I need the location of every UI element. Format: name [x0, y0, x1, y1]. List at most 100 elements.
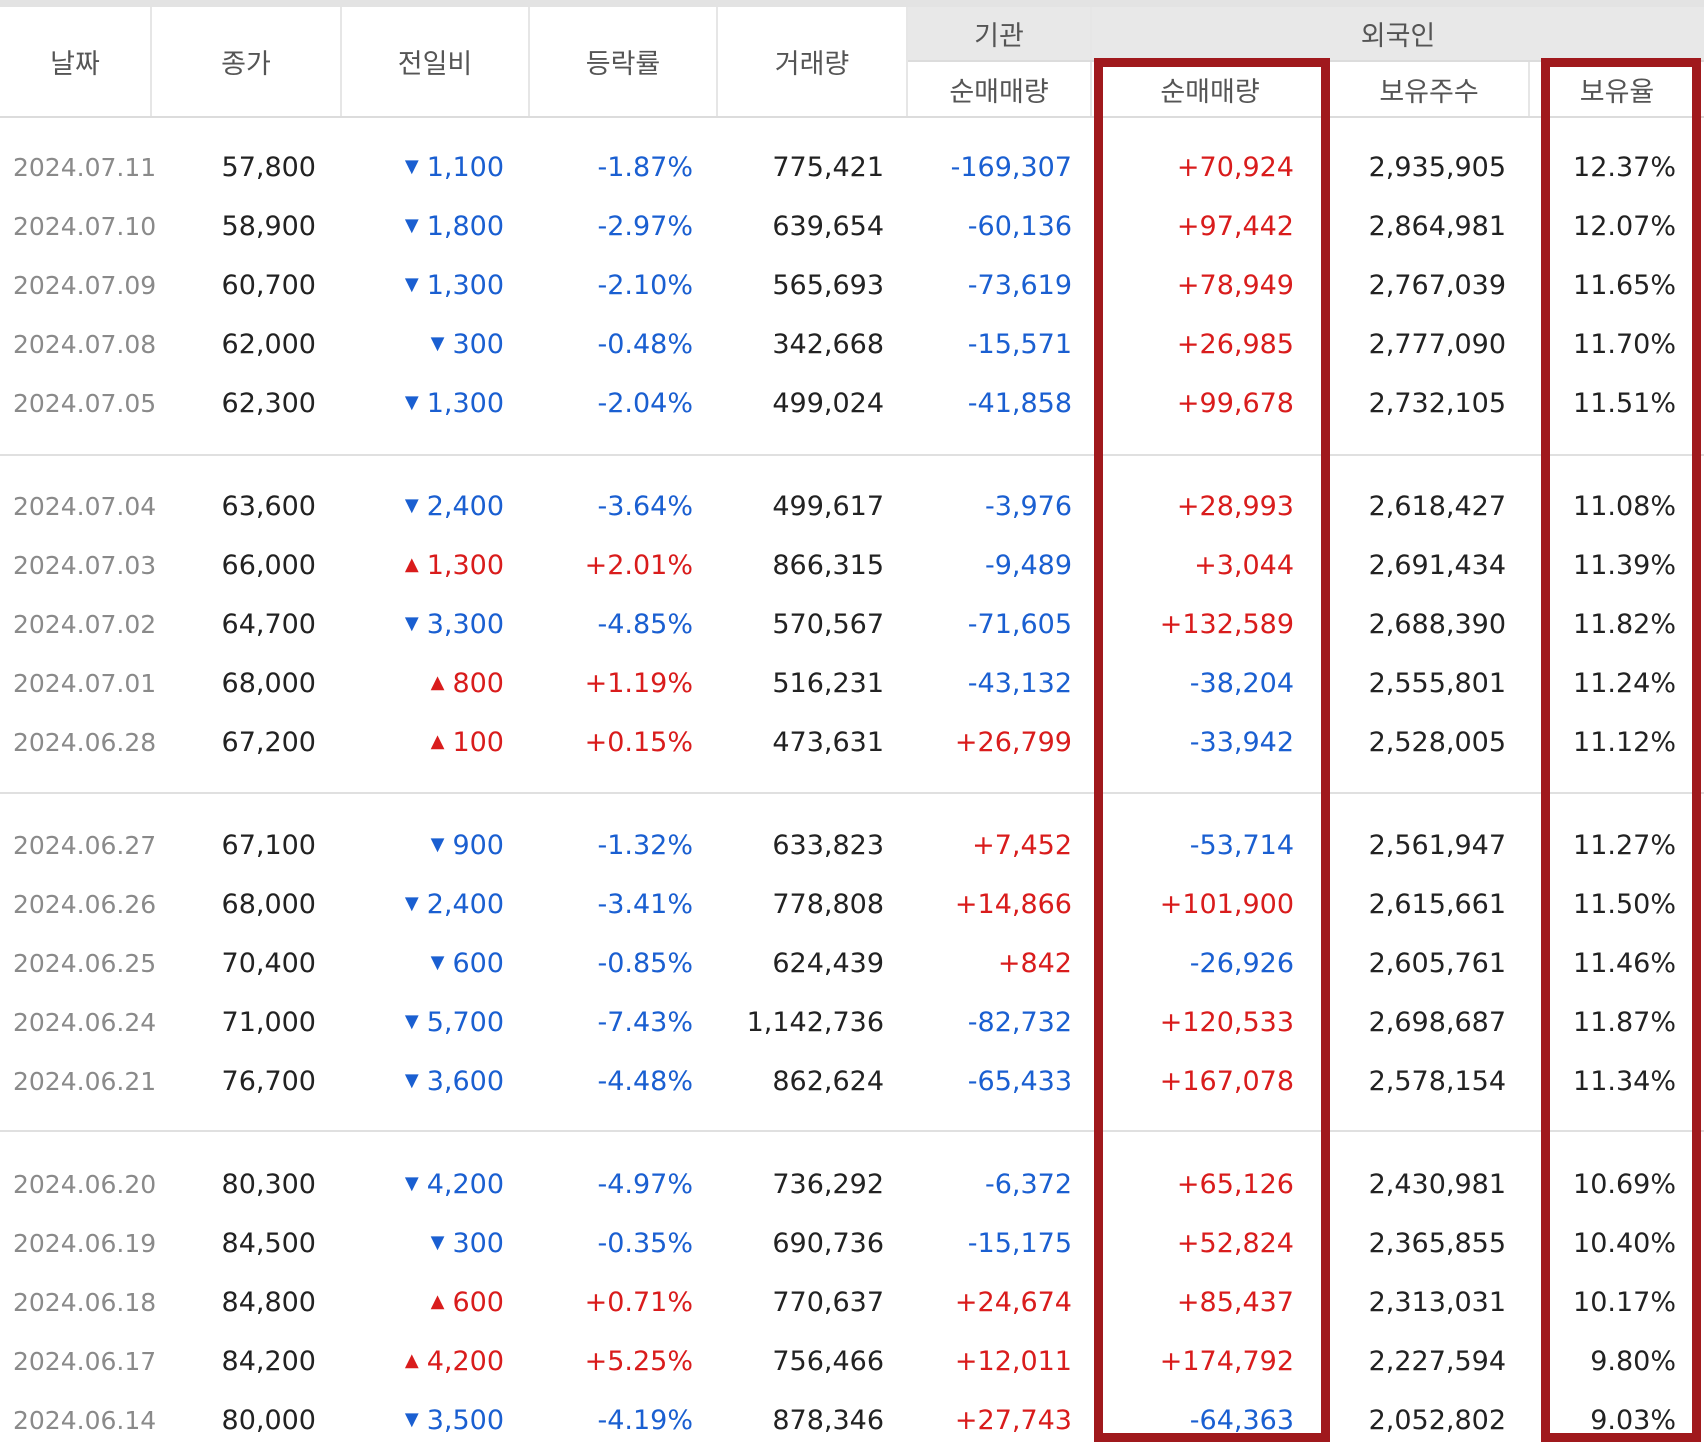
cell-change-rate: -0.48% [597, 329, 693, 360]
change-value: 100 [452, 727, 504, 758]
cell-volume: 775,421 [772, 152, 884, 183]
cell-change: ▼ 3,500 [405, 1391, 504, 1450]
cell-close-price: 62,000 [221, 329, 316, 360]
table-row: 2024.06.26 68,000 ▼ 2,400 -3.41% 778,808 +14,8… [0, 875, 1704, 934]
header-change: 전일비 [397, 49, 473, 80]
change-value: 3,500 [426, 1405, 504, 1436]
cell-foreign-ratio: 11.50% [1573, 889, 1676, 920]
cell-close-price: 67,200 [221, 727, 316, 758]
cell-date: 2024.06.26 [13, 890, 157, 919]
cell-volume: 516,231 [772, 668, 884, 699]
header-foreign-ratio: 보유율 [1579, 76, 1655, 108]
table-row: 2024.06.25 70,400 ▼ 600 -0.85% 624,439 +842 -26… [0, 934, 1704, 993]
change-value: 3,300 [426, 609, 504, 640]
cell-institution-net: +842 [997, 948, 1072, 979]
header-foreign-net: 순매매량 [1160, 76, 1260, 108]
cell-foreign-holdings: 2,528,005 [1368, 727, 1506, 758]
cell-date: 2024.07.08 [13, 330, 157, 359]
cell-change-rate: -3.64% [597, 491, 693, 522]
cell-date: 2024.06.25 [13, 949, 157, 978]
cell-volume: 756,466 [772, 1346, 884, 1377]
cell-close-price: 68,000 [221, 889, 316, 920]
down-triangle-icon: ▼ [404, 274, 419, 295]
cell-foreign-holdings: 2,935,905 [1368, 152, 1506, 183]
header-divider [716, 7, 718, 116]
cell-change-rate: +0.71% [584, 1287, 693, 1318]
cell-foreign-ratio: 11.82% [1573, 609, 1676, 640]
cell-change: ▲ 4,200 [405, 1332, 504, 1391]
cell-foreign-holdings: 2,052,802 [1368, 1405, 1506, 1436]
cell-close-price: 68,000 [221, 668, 316, 699]
change-value: 300 [452, 329, 504, 360]
cell-foreign-net: -38,204 [1189, 668, 1294, 699]
cell-foreign-holdings: 2,618,427 [1368, 491, 1506, 522]
cell-change-rate: -0.85% [597, 948, 693, 979]
up-triangle-icon: ▲ [430, 1291, 445, 1312]
cell-volume: 565,693 [772, 270, 884, 301]
cell-foreign-ratio: 12.07% [1573, 211, 1676, 242]
up-triangle-icon: ▲ [404, 1350, 419, 1371]
cell-foreign-holdings: 2,691,434 [1368, 550, 1506, 581]
change-value: 4,200 [426, 1169, 504, 1200]
header-institution-group: 기관 [908, 7, 1090, 60]
change-value: 1,100 [426, 152, 504, 183]
change-value: 2,400 [426, 491, 504, 522]
cell-date: 2024.07.03 [13, 551, 157, 580]
cell-date: 2024.07.09 [13, 271, 157, 300]
cell-institution-net: -15,175 [967, 1228, 1072, 1259]
cell-institution-net: -60,136 [967, 211, 1072, 242]
cell-volume: 878,346 [772, 1405, 884, 1436]
change-value: 2,400 [426, 889, 504, 920]
up-triangle-icon: ▲ [430, 672, 445, 693]
cell-foreign-net: +120,533 [1159, 1007, 1294, 1038]
cell-foreign-ratio: 11.34% [1573, 1066, 1676, 1097]
cell-foreign-holdings: 2,615,661 [1368, 889, 1506, 920]
cell-foreign-holdings: 2,430,981 [1368, 1169, 1506, 1200]
down-triangle-icon: ▼ [430, 834, 445, 855]
cell-change-rate: +0.15% [584, 727, 693, 758]
header-divider [906, 7, 908, 116]
cell-foreign-net: +132,589 [1159, 609, 1294, 640]
cell-foreign-net: +78,949 [1176, 270, 1294, 301]
table-row: 2024.07.10 58,900 ▼ 1,800 -2.97% 639,654 -60,1… [0, 197, 1704, 256]
cell-close-price: 84,200 [221, 1346, 316, 1377]
header-foreign-holdings: 보유주수 [1379, 76, 1479, 108]
cell-institution-net: +24,674 [954, 1287, 1072, 1318]
down-triangle-icon: ▼ [430, 333, 445, 354]
cell-close-price: 62,300 [221, 388, 316, 419]
cell-close-price: 80,000 [221, 1405, 316, 1436]
cell-foreign-net: -64,363 [1189, 1405, 1294, 1436]
header-close-price: 종가 [221, 49, 271, 80]
header-divider [340, 7, 342, 116]
cell-institution-net: -6,372 [984, 1169, 1072, 1200]
cell-volume: 499,024 [772, 388, 884, 419]
down-triangle-icon: ▼ [404, 1409, 419, 1430]
header-foreign-group: 외국인 [1092, 7, 1704, 60]
change-value: 1,300 [426, 388, 504, 419]
cell-date: 2024.07.11 [13, 153, 157, 182]
cell-close-price: 71,000 [221, 1007, 316, 1038]
table-top-border [0, 0, 1704, 7]
cell-change-rate: -1.87% [597, 152, 693, 183]
down-triangle-icon: ▼ [404, 613, 419, 634]
cell-foreign-net: +3,044 [1194, 550, 1294, 581]
cell-change-rate: -3.41% [597, 889, 693, 920]
cell-foreign-ratio: 11.27% [1573, 830, 1676, 861]
cell-foreign-net: +167,078 [1159, 1066, 1294, 1097]
cell-foreign-net: +174,792 [1159, 1346, 1294, 1377]
highlight-box-foreign-ratio [1541, 58, 1701, 1442]
cell-foreign-ratio: 11.70% [1573, 329, 1676, 360]
cell-change-rate: +5.25% [584, 1346, 693, 1377]
cell-date: 2024.06.27 [13, 831, 157, 860]
cell-change: ▼ 600 [431, 934, 504, 993]
header-volume: 거래량 [774, 49, 850, 80]
cell-close-price: 84,500 [221, 1228, 316, 1259]
table-row: 2024.06.19 84,500 ▼ 300 -0.35% 690,736 -15,175… [0, 1214, 1704, 1273]
cell-volume: 736,292 [772, 1169, 884, 1200]
cell-change: ▲ 1,300 [405, 536, 504, 595]
cell-change: ▼ 1,800 [405, 197, 504, 256]
cell-change-rate: -2.10% [597, 270, 693, 301]
change-value: 1,300 [426, 550, 504, 581]
cell-foreign-ratio: 11.39% [1573, 550, 1676, 581]
cell-date: 2024.07.05 [13, 389, 157, 418]
